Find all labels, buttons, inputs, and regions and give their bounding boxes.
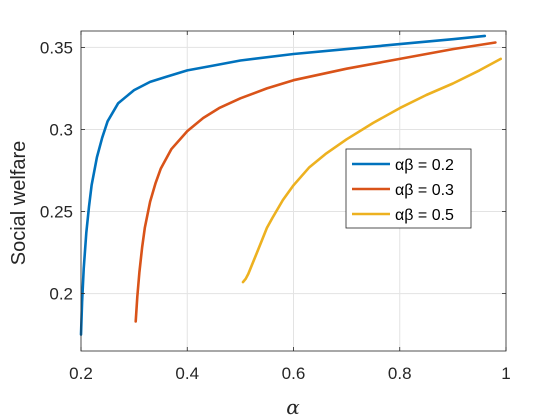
legend-label: αβ = 0.3 [395,182,454,199]
series-line [241,57,503,284]
y-tick-label: 0.35 [40,38,73,57]
legend-label: αβ = 0.5 [395,207,454,224]
x-tick-label: 0.4 [175,364,199,383]
legend-label: αβ = 0.2 [395,157,454,174]
x-tick-label: 0.8 [388,364,412,383]
y-tick-label: 0.2 [49,285,73,304]
y-tick-label: 0.3 [49,120,73,139]
series-line [79,34,487,336]
x-tick-label: 0.2 [69,364,93,383]
tick-marks [80,31,507,351]
series-line [134,41,497,323]
y-tick-label: 0.25 [40,203,73,222]
series-layer [79,34,503,336]
x-tick-label: 1 [501,364,510,383]
x-axis-label: α [286,395,300,419]
tick-labels: 0.2 0.4 0.6 0.8 1 0.2 0.25 0.3 0.35 [40,38,511,383]
y-axis-label: Social welfare [8,141,30,266]
legend: αβ = 0.2 αβ = 0.3 αβ = 0.5 [345,148,472,229]
x-tick-label: 0.6 [282,364,306,383]
